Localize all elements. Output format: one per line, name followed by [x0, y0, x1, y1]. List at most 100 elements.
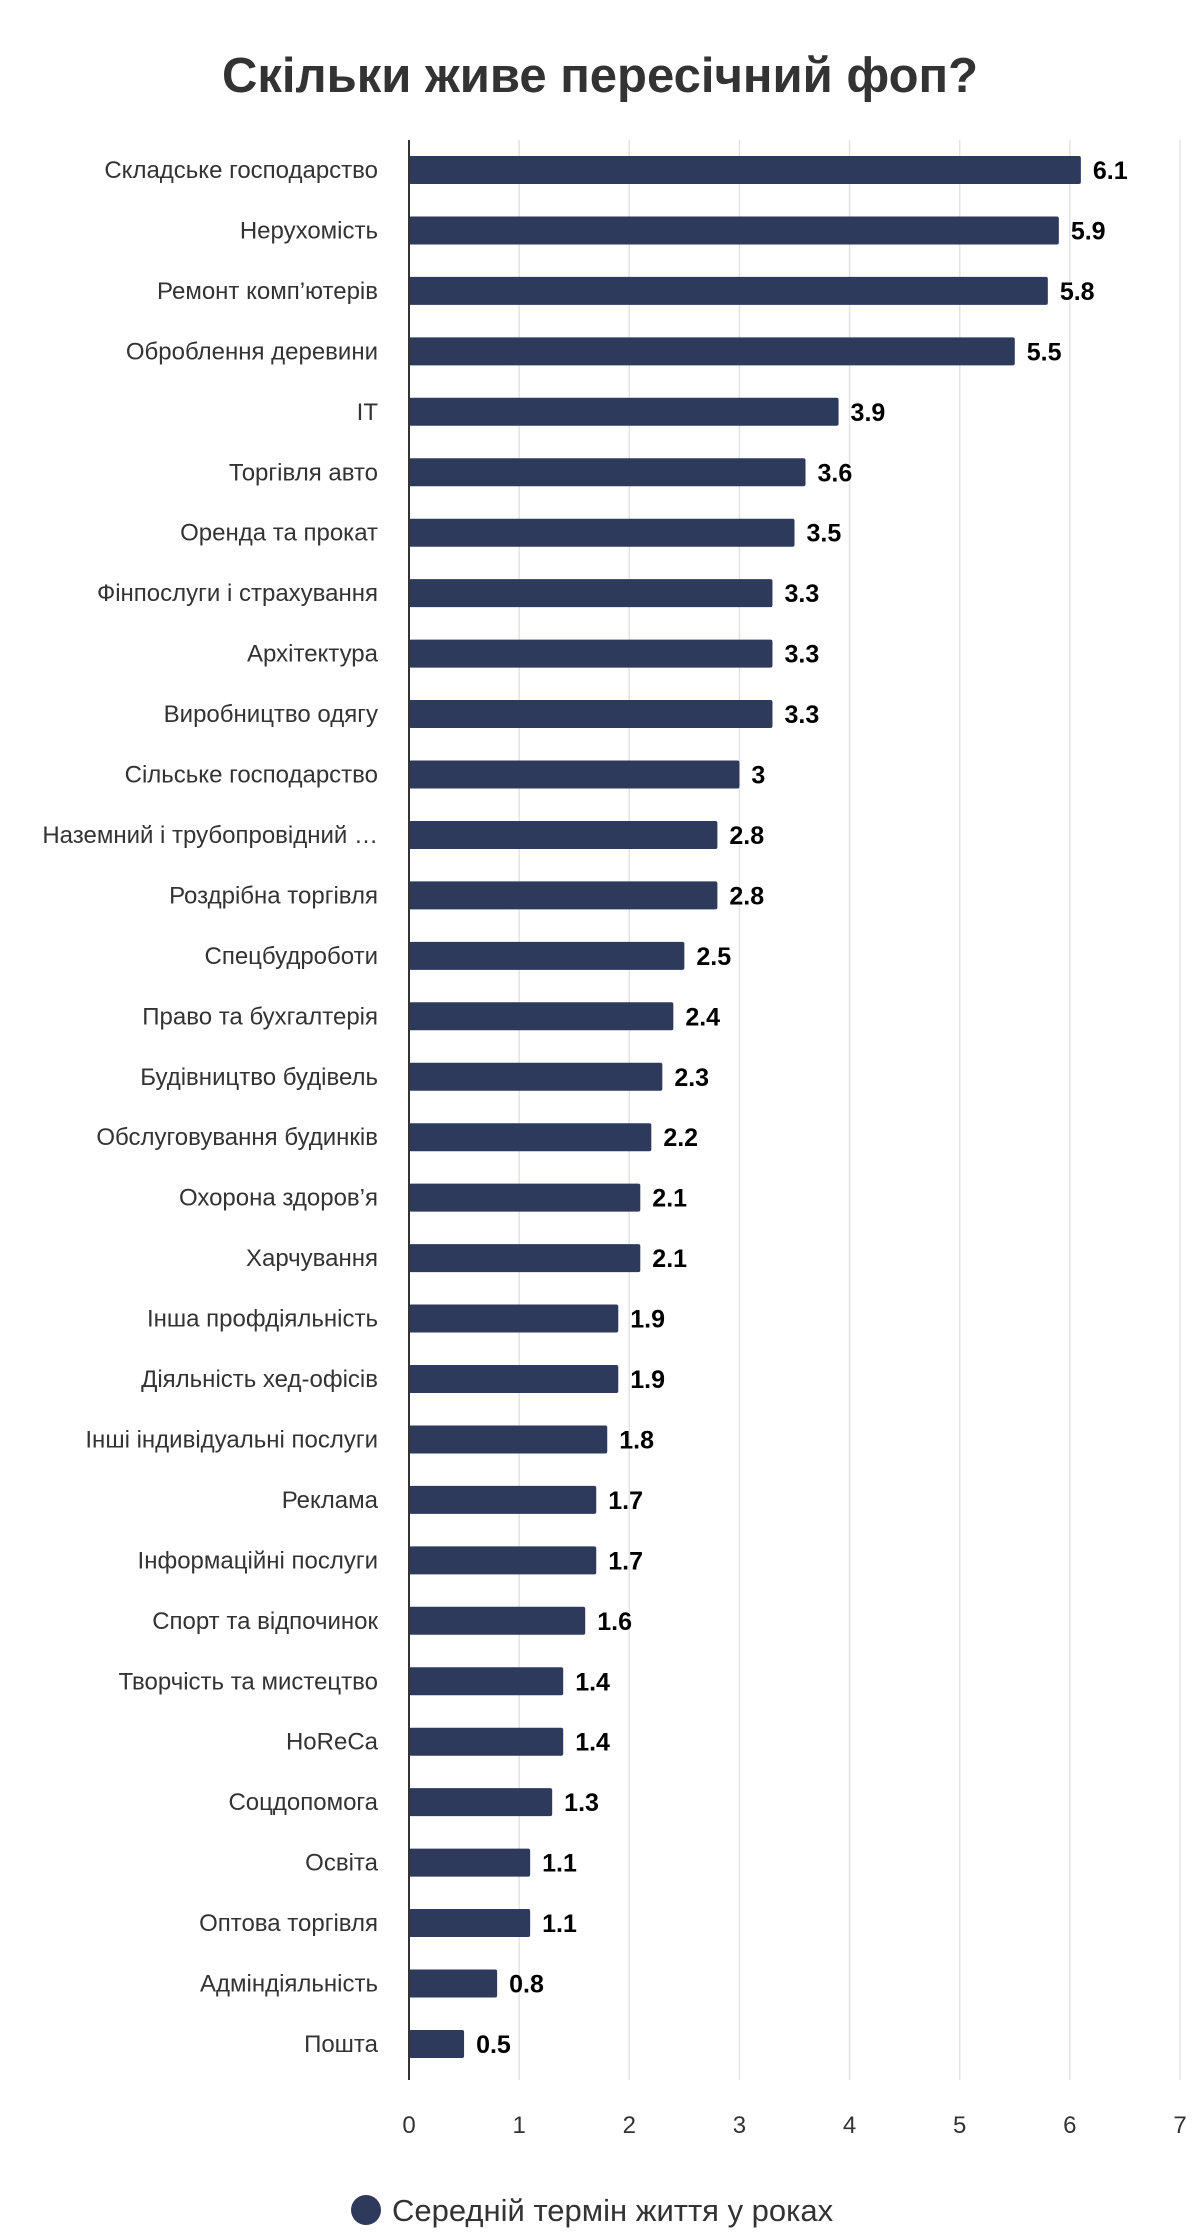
bar [409, 216, 1059, 245]
data-label: 3 [751, 762, 765, 790]
bar [409, 1546, 597, 1575]
x-tick-label: 7 [1173, 2112, 1186, 2139]
bar [409, 881, 718, 910]
data-label: 3.3 [784, 580, 819, 608]
bar [409, 518, 795, 547]
category-label: Інші індивідуальні послуги [85, 1426, 378, 1453]
data-label: 1.4 [575, 1729, 610, 1757]
data-label: 2.2 [663, 1124, 698, 1152]
bar [409, 1365, 619, 1393]
category-label: Охорона здоров’я [179, 1185, 378, 1212]
category-label: Адміндіяльність [200, 1971, 378, 1998]
bar [409, 276, 1048, 305]
category-label: Спорт та відпочинок [152, 1608, 378, 1635]
bar [409, 1244, 641, 1273]
category-label: Спецбудроботи [204, 943, 378, 970]
data-label: 1.7 [608, 1547, 643, 1575]
bar [409, 458, 806, 487]
data-label: 2.5 [696, 943, 731, 971]
category-labels: Складське господарство Нерухомість Ремонт … [42, 157, 378, 2058]
category-label: Торгівля авто [229, 459, 378, 486]
bar [409, 760, 740, 789]
bar [409, 1848, 531, 1877]
data-label: 2.3 [674, 1064, 709, 1092]
category-label: Інформаційні послуги [138, 1547, 378, 1574]
bar [409, 1788, 553, 1817]
category-label: Сільське господарство [125, 762, 378, 789]
data-label: 1.6 [597, 1608, 632, 1636]
data-label: 1.4 [575, 1668, 610, 1696]
data-label: 1.3 [564, 1789, 599, 1817]
category-label: Фінпослуги і страхування [97, 580, 378, 607]
data-label: 6.1 [1093, 157, 1128, 185]
x-tick-label: 0 [402, 2112, 415, 2139]
data-label: 5.9 [1071, 217, 1106, 245]
category-label: Творчість та мистецтво [118, 1668, 378, 1695]
bar [409, 941, 685, 970]
x-tick-label: 6 [1063, 2112, 1076, 2139]
category-label: Наземний і трубопровідний … [42, 822, 378, 849]
bar [409, 1062, 663, 1091]
bar [409, 2029, 465, 2058]
bar [409, 639, 773, 668]
bar [409, 397, 839, 426]
bars [409, 156, 1081, 2058]
data-label: 1.1 [542, 1910, 577, 1938]
data-label: 3.5 [807, 520, 842, 548]
data-label: 1.9 [630, 1366, 665, 1394]
bar [409, 1002, 674, 1031]
category-label: IT [357, 399, 379, 426]
category-label: Архітектура [247, 641, 379, 668]
x-axis-ticks: 0 1 2 3 4 5 6 7 [402, 2112, 1186, 2139]
category-label: Соцдопомога [228, 1789, 378, 1816]
bar [409, 1606, 586, 1635]
data-label: 2.1 [652, 1245, 687, 1273]
bar [409, 820, 718, 849]
data-label: 0.8 [509, 1971, 544, 1999]
data-label: 2.4 [685, 1003, 720, 1031]
bar [409, 1123, 652, 1152]
bar [409, 1969, 498, 1998]
chart-title: Скільки живе пересічний фоп? [221, 49, 979, 103]
bar [409, 1183, 641, 1212]
x-tick-label: 3 [733, 2112, 746, 2139]
category-label: Нерухомість [240, 217, 378, 244]
bar [409, 700, 773, 729]
category-label: Реклама [282, 1487, 379, 1514]
data-label: 1.1 [542, 1850, 577, 1878]
grid-lines [518, 140, 1181, 2080]
bar [409, 1727, 564, 1756]
category-label: Оренда та прокат [180, 520, 378, 547]
category-label: Роздрібна торгівля [169, 882, 378, 909]
bar [409, 1909, 531, 1938]
x-tick-label: 1 [512, 2112, 525, 2139]
category-label: Діяльність хед-офісів [141, 1366, 378, 1393]
legend-symbol[interactable] [351, 2195, 381, 2225]
x-tick-label: 2 [623, 2112, 636, 2139]
data-label: 0.5 [476, 2031, 511, 2059]
category-label: Оброблення деревини [126, 338, 378, 365]
bar [409, 156, 1081, 184]
data-label: 2.8 [729, 882, 764, 910]
category-label: Оптова торгівля [199, 1910, 378, 1937]
category-label: Харчування [246, 1245, 378, 1272]
legend: Середній термін життя у роках [351, 2193, 834, 2228]
bar [409, 579, 773, 608]
bar [409, 1667, 564, 1696]
category-label: Пошта [304, 2031, 379, 2058]
category-label: Складське господарство [104, 157, 378, 184]
x-tick-label: 5 [953, 2112, 966, 2139]
category-label: Виробництво одягу [164, 701, 378, 728]
data-label: 5.8 [1060, 278, 1095, 306]
bar [409, 1425, 608, 1454]
category-label: Обслуговування будинків [96, 1124, 378, 1151]
x-tick-label: 4 [843, 2112, 856, 2139]
legend-label[interactable]: Середній термін життя у роках [392, 2193, 834, 2228]
data-label: 1.8 [619, 1426, 654, 1454]
bar [409, 337, 1015, 366]
data-label: 3.6 [818, 459, 853, 487]
category-label: Будівництво будівель [140, 1064, 378, 1091]
category-label: Право та бухгалтерія [142, 1003, 378, 1030]
data-label: 5.5 [1027, 338, 1062, 366]
